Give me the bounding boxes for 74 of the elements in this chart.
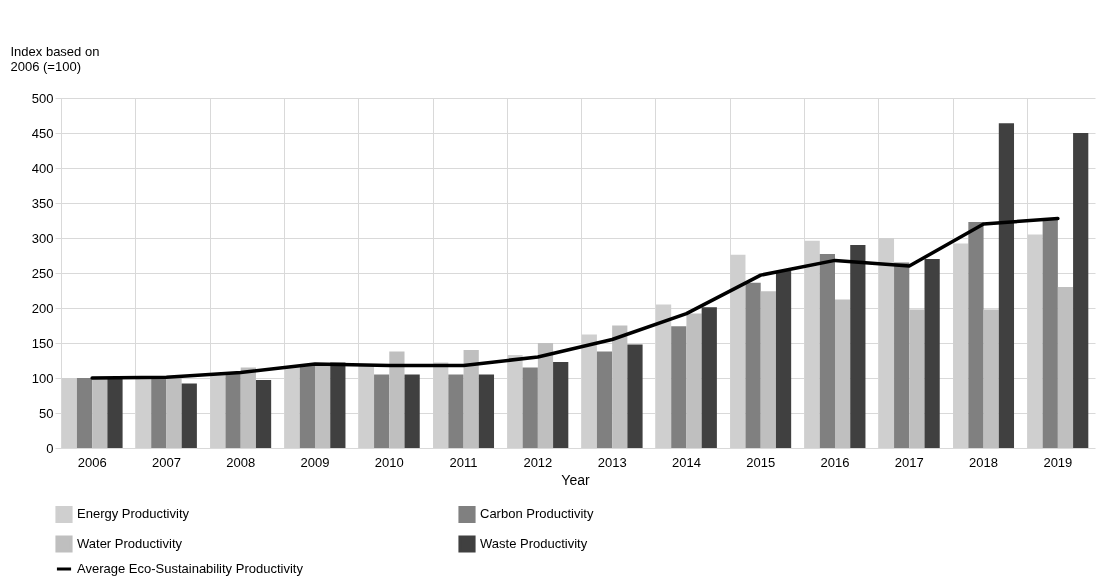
y-tick-label: 250 — [31, 265, 54, 281]
bar — [775, 270, 792, 448]
x-tick-label: 2012 — [523, 454, 553, 470]
bar — [76, 378, 93, 448]
y-tick-label: 350 — [31, 195, 54, 211]
bar — [404, 374, 420, 448]
x-tick-label: 2007 — [151, 454, 181, 470]
bar — [909, 309, 925, 448]
bar — [1057, 287, 1074, 448]
x-tick-label: 2011 — [449, 454, 478, 470]
bar — [924, 259, 940, 448]
y-tick-label: 50 — [39, 405, 54, 421]
legend-label: Energy Productivity — [77, 506, 190, 522]
x-tick-label: 2010 — [374, 454, 404, 470]
y-tick-label: 400 — [31, 160, 54, 176]
x-tick-label: 2016 — [820, 454, 850, 470]
bar — [107, 378, 123, 448]
x-tick-label: 2013 — [597, 454, 627, 470]
x-tick-label: 2018 — [969, 454, 999, 470]
y-tick-label: 100 — [31, 370, 54, 386]
bar — [448, 374, 464, 448]
bar — [745, 282, 761, 448]
bar — [627, 344, 643, 448]
bar — [701, 307, 717, 448]
x-tick-label: 2014 — [671, 454, 701, 470]
bar — [374, 374, 390, 448]
x-axis-title: Year — [561, 471, 590, 488]
x-tick-label: 2009 — [300, 454, 330, 470]
bar — [299, 364, 315, 448]
x-tick-label: 2017 — [894, 454, 924, 470]
y-axis-title: Index based on 2006 (=100) — [10, 43, 100, 74]
bar — [553, 361, 569, 448]
bar — [1073, 133, 1089, 448]
bar — [1042, 219, 1058, 448]
bar — [760, 291, 776, 448]
bar — [463, 350, 479, 448]
y-tick-label: 300 — [31, 230, 54, 246]
bar — [983, 309, 999, 448]
x-tick-label: 2015 — [746, 454, 776, 470]
bar — [998, 123, 1015, 448]
x-tick-label: 2006 — [77, 454, 107, 470]
bar — [151, 378, 167, 448]
line-series — [90, 216, 1060, 380]
legend-label: Water Productivity — [77, 536, 183, 551]
bar — [968, 221, 984, 448]
y-tick-label: 150 — [31, 335, 54, 351]
bar — [686, 313, 702, 448]
y-tick-label: 0 — [46, 440, 54, 456]
bar — [478, 374, 495, 448]
bar — [819, 254, 835, 448]
bar — [596, 351, 613, 448]
bar — [850, 245, 866, 448]
x-tick-label: 2008 — [226, 454, 256, 470]
bar — [894, 262, 910, 448]
bar — [612, 325, 628, 448]
bar — [255, 380, 272, 448]
bar — [166, 378, 182, 448]
legend-label: Carbon Productivity — [480, 506, 594, 522]
y-tick-label: 450 — [31, 125, 54, 141]
legend-label: Average Eco-Sustainability Productivity — [77, 561, 304, 576]
legend-label: Waste Productivity — [480, 536, 588, 551]
bar — [835, 299, 851, 448]
bar — [522, 367, 538, 448]
bar — [181, 383, 197, 448]
y-tick-label: 500 — [31, 90, 54, 106]
bar — [225, 372, 241, 448]
bar — [315, 364, 331, 448]
bar — [389, 351, 405, 448]
bar — [671, 326, 687, 448]
bar — [537, 343, 554, 448]
y-tick-label: 200 — [31, 300, 54, 316]
bar — [92, 378, 108, 448]
x-tick-label: 2019 — [1043, 454, 1073, 470]
bar — [240, 367, 256, 448]
